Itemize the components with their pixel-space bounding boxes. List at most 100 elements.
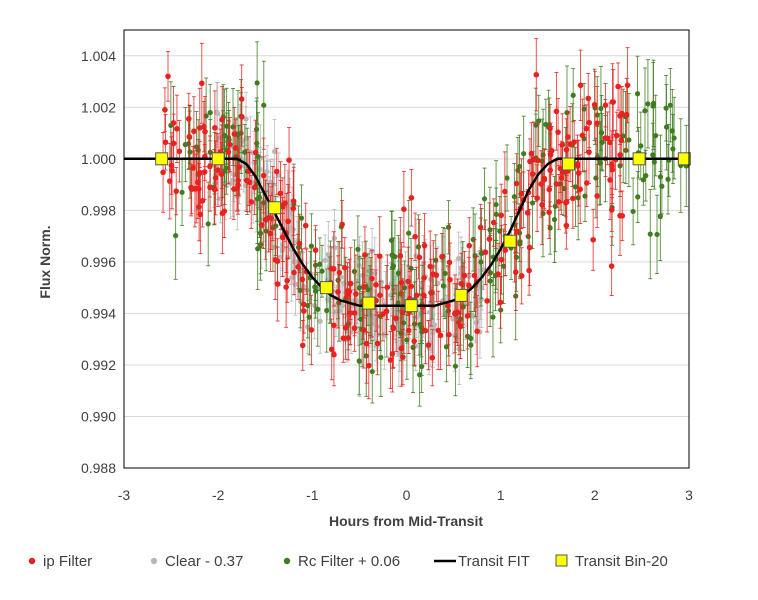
ip-series-point bbox=[486, 236, 493, 242]
legend-marker-bin bbox=[555, 554, 568, 567]
ip-series-point bbox=[389, 351, 396, 357]
ip-series-point bbox=[284, 277, 290, 284]
ip-series-point bbox=[302, 222, 309, 229]
rc-series-point bbox=[401, 285, 407, 291]
rc-series-point bbox=[315, 306, 321, 312]
ip-series-point bbox=[186, 133, 193, 140]
ip-series-point bbox=[283, 284, 289, 290]
x-tick-label: 3 bbox=[685, 487, 693, 503]
ip-series-point bbox=[571, 139, 577, 145]
ip-series-point bbox=[547, 167, 554, 173]
clear-series-point bbox=[243, 116, 249, 122]
ip-series-point bbox=[390, 325, 397, 332]
ip-series-point bbox=[484, 298, 490, 304]
rc-series-point bbox=[653, 132, 659, 139]
ip-series-point bbox=[221, 208, 228, 215]
ip-series-point bbox=[528, 150, 535, 157]
ip-series-point bbox=[594, 193, 601, 199]
clear-series-point bbox=[348, 329, 354, 335]
rc-series-point bbox=[389, 252, 395, 258]
ip-series-point bbox=[234, 185, 240, 192]
ip-series-point bbox=[435, 327, 442, 334]
bin-point bbox=[362, 296, 376, 310]
ip-series-point bbox=[617, 112, 623, 119]
ip-series-point bbox=[534, 195, 540, 201]
rc-series-point bbox=[445, 224, 452, 230]
rc-series-point bbox=[643, 173, 649, 179]
rc-series-point bbox=[635, 194, 641, 200]
clear-series-point bbox=[331, 235, 338, 241]
ip-series-point bbox=[433, 272, 440, 278]
y-tick-label: 0.994 bbox=[81, 305, 116, 321]
rc-series-point bbox=[650, 152, 656, 158]
ip-series-point bbox=[361, 284, 367, 290]
ip-series-point bbox=[232, 145, 239, 151]
ip-series-point bbox=[556, 199, 562, 205]
rc-series-point bbox=[663, 105, 669, 111]
ip-series-point bbox=[219, 116, 225, 123]
rc-series-point bbox=[575, 195, 581, 201]
rc-series-point bbox=[487, 278, 493, 284]
x-tick-label: 0 bbox=[403, 487, 411, 503]
legend-label-rc: Rc Filter + 0.06 bbox=[298, 553, 400, 570]
ip-series-point bbox=[207, 184, 213, 191]
ip-series-point bbox=[502, 247, 509, 253]
clear-series-point bbox=[333, 309, 339, 315]
ip-series-point bbox=[624, 82, 631, 89]
ip-series-point bbox=[339, 221, 345, 228]
ip-series-point bbox=[398, 345, 405, 352]
clear-series-point bbox=[271, 148, 278, 154]
ip-series-point bbox=[347, 310, 354, 316]
rc-series-point bbox=[443, 344, 449, 350]
x-tick-label: 1 bbox=[497, 487, 505, 503]
ip-series-point bbox=[225, 149, 232, 155]
binned-points bbox=[155, 152, 691, 313]
ip-series-point bbox=[252, 149, 259, 156]
ip-series-point bbox=[608, 263, 615, 269]
rc-series-point bbox=[395, 300, 401, 306]
transit-fit-line bbox=[124, 157, 689, 307]
ip-series-point bbox=[251, 184, 258, 191]
ip-series-point bbox=[623, 111, 630, 118]
ip-series-point bbox=[211, 186, 218, 193]
x-tick-label: 2 bbox=[591, 487, 599, 503]
rc-series-point bbox=[298, 215, 305, 221]
ip-series-point bbox=[174, 125, 180, 132]
ip-series-point bbox=[248, 199, 254, 205]
y-tick-label: 1.002 bbox=[81, 99, 116, 115]
ip-series-point bbox=[609, 163, 615, 170]
ip-series-point bbox=[452, 311, 458, 317]
rc-series-point bbox=[640, 177, 646, 183]
ip-series-point bbox=[345, 335, 352, 341]
ip-series-point bbox=[342, 325, 349, 331]
ip-series-point bbox=[464, 313, 471, 319]
ip-series-point bbox=[498, 256, 505, 263]
legend-marker-rc bbox=[283, 557, 291, 565]
rc-series-point bbox=[529, 200, 536, 206]
ip-series-point bbox=[541, 176, 548, 183]
rc-series-point bbox=[468, 342, 474, 348]
ip-series-point bbox=[291, 269, 297, 276]
ip-series-point bbox=[524, 209, 531, 216]
ip-series-point bbox=[259, 222, 265, 228]
rc-series-point bbox=[226, 137, 232, 143]
rc-series-point bbox=[642, 108, 648, 114]
x-axis-title: Hours from Mid-Transit bbox=[329, 513, 483, 529]
ip-series-point bbox=[428, 289, 434, 296]
error-bars-and-points bbox=[160, 38, 689, 407]
ip-series-point bbox=[421, 242, 428, 249]
ip-series-point bbox=[405, 327, 412, 334]
rc-series-point bbox=[593, 175, 599, 181]
rc-series-point bbox=[487, 227, 493, 233]
rc-series-point bbox=[406, 230, 412, 236]
rc-series-point bbox=[261, 102, 267, 108]
rc-series-point bbox=[667, 102, 673, 108]
ip-series-point bbox=[471, 272, 478, 279]
ip-series-point bbox=[490, 219, 497, 226]
ip-series-point bbox=[477, 224, 484, 231]
ip-series-point bbox=[429, 354, 436, 361]
rc-series-point bbox=[369, 368, 375, 375]
ip-series-point bbox=[577, 186, 583, 193]
ip-series-point bbox=[594, 120, 600, 127]
ip-series-point bbox=[495, 271, 501, 277]
